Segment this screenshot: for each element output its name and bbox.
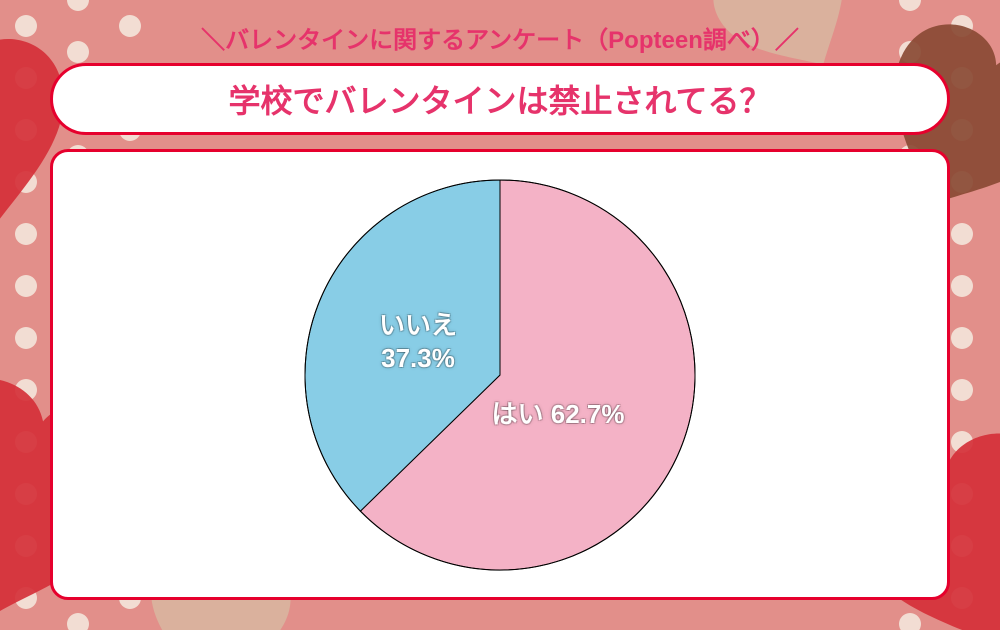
content-area: ＼バレンタインに関するアンケート（Popteen調べ）／ 学校でバレンタインは禁… <box>0 0 1000 630</box>
chart-card: はい 62.7% いいえ37.3% <box>50 149 950 600</box>
survey-source-label: ＼バレンタインに関するアンケート（Popteen調べ）／ <box>201 20 799 55</box>
pie-slice-label: いいえ37.3% <box>379 309 457 377</box>
pie-slice-label: はい 62.7% <box>492 398 625 432</box>
chart-title-pill: 学校でバレンタインは禁止されてる？ <box>50 63 950 135</box>
pie-chart: はい 62.7% いいえ37.3% <box>300 175 700 575</box>
